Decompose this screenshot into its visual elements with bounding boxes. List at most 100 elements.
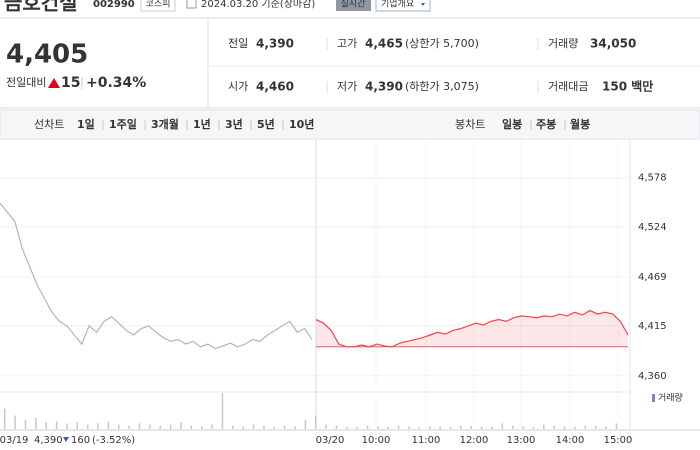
volume-bar xyxy=(242,426,244,429)
x-tick-label: 03/20 xyxy=(316,435,345,446)
prev-change-pct: (-3.52%) xyxy=(92,435,135,446)
volume-bar xyxy=(35,417,37,429)
volume-bar xyxy=(159,425,161,429)
period-button[interactable]: 3개월 xyxy=(151,117,179,131)
volume-bar xyxy=(532,426,535,429)
volume-bar xyxy=(107,422,110,429)
volume-bar xyxy=(232,425,234,429)
volume-bar xyxy=(563,426,566,429)
x-tick-label: 14:00 xyxy=(556,435,585,446)
volume-bar xyxy=(449,426,452,429)
dropdown-arrow xyxy=(421,3,425,6)
x-tick-label: 13:00 xyxy=(507,435,536,446)
market-badge xyxy=(140,0,176,12)
stat-value: 4,465 xyxy=(365,37,403,51)
volume-bar xyxy=(294,426,296,429)
volume-bar xyxy=(356,426,358,429)
volume-bar xyxy=(377,426,379,429)
y-tick-label: 4,469 xyxy=(638,272,667,283)
volume-bar xyxy=(24,420,27,429)
stat-value: 4,390 xyxy=(256,37,294,51)
x-tick-label: 15:00 xyxy=(604,435,633,446)
volume-bar xyxy=(553,425,555,429)
volume-bar xyxy=(480,426,483,429)
period-button[interactable]: 1년 xyxy=(193,117,211,131)
change-pct: +0.34% xyxy=(86,75,146,91)
volume-bar xyxy=(4,408,6,429)
stat-label: 시가 xyxy=(228,80,248,93)
volume-bar xyxy=(511,425,514,429)
stat-value: 150 백만 xyxy=(602,79,653,94)
volume-bar xyxy=(128,425,130,429)
volume-bar xyxy=(325,424,327,429)
period-button[interactable]: 3년 xyxy=(225,117,243,131)
stock-code: 002990 xyxy=(93,0,135,10)
volume-bar xyxy=(315,415,317,429)
y-tick-label: 4,578 xyxy=(638,173,667,184)
volume-bar xyxy=(118,424,120,429)
market: 코스피 xyxy=(146,0,171,10)
y-tick-label: 4,524 xyxy=(638,222,667,233)
toolbar xyxy=(0,109,700,140)
volume-bar xyxy=(76,422,79,429)
company[interactable]: 기업개요 xyxy=(381,0,414,10)
volume-bar xyxy=(594,426,597,429)
volume-bar xyxy=(200,426,203,429)
volume-bar xyxy=(408,426,410,429)
calendar-icon xyxy=(186,0,197,9)
change: 15 xyxy=(61,75,80,91)
volume-bar xyxy=(387,426,390,429)
realtime[interactable]: 실시간 xyxy=(341,0,366,10)
volume-bar xyxy=(190,425,193,429)
prev-change: 160 xyxy=(71,435,90,446)
x-tick-label: 10:00 xyxy=(362,435,391,446)
volume-bar xyxy=(366,425,369,429)
stat-value: 4,390 xyxy=(365,80,403,94)
volume-bar xyxy=(180,422,182,429)
volume-bar xyxy=(605,426,607,429)
volume-bar xyxy=(45,422,47,429)
stat-label: 거래량 xyxy=(548,37,578,50)
volume-bar xyxy=(273,426,276,429)
volume-bar xyxy=(221,393,224,429)
x-tick-label: 11:00 xyxy=(412,435,441,446)
price-line xyxy=(315,309,629,348)
period-button[interactable]: 1주일 xyxy=(109,117,137,131)
volume-bar xyxy=(211,424,213,429)
realtime-button[interactable] xyxy=(336,0,371,11)
volume-bar xyxy=(346,426,348,429)
candle-period-button[interactable]: 월봉 xyxy=(570,117,590,131)
volume-legend: 거래량 xyxy=(658,392,683,404)
y-tick-label: 4,415 xyxy=(638,321,667,332)
candle-period-button[interactable]: 주봉 xyxy=(536,118,556,131)
x-tick-label: 12:00 xyxy=(460,435,489,446)
company-button[interactable] xyxy=(375,0,431,12)
candle-chart-label: 봉차트 xyxy=(455,118,485,131)
period-button[interactable]: 10년 xyxy=(289,117,314,131)
stat-label: 고가 xyxy=(337,37,357,50)
change-label: 전일대비 xyxy=(6,75,46,89)
volume-bar xyxy=(14,415,16,429)
volume-bar xyxy=(439,426,441,429)
volume-bar xyxy=(66,423,68,429)
volume-bar xyxy=(615,423,618,429)
volume-bar xyxy=(522,426,524,429)
volume-bar xyxy=(55,421,58,429)
volume-bar xyxy=(543,424,545,429)
period-button[interactable]: 1일 xyxy=(77,117,95,131)
volume-bar xyxy=(501,423,504,429)
volume-bar xyxy=(304,420,307,429)
volume-legend-swatch xyxy=(652,394,655,402)
period-button[interactable]: 5년 xyxy=(257,117,275,131)
volume-bar xyxy=(283,425,286,429)
stat-label: 저가 xyxy=(337,80,357,93)
volume-bar xyxy=(252,424,255,429)
up-arrow xyxy=(48,78,60,88)
candle-period-button[interactable]: 일봉 xyxy=(502,117,522,131)
volume-bar xyxy=(169,424,172,429)
stat-value: 34,050 xyxy=(590,37,636,51)
price-line xyxy=(0,202,313,350)
volume-bar xyxy=(149,424,151,429)
prev-price: 4,390 xyxy=(34,435,63,446)
